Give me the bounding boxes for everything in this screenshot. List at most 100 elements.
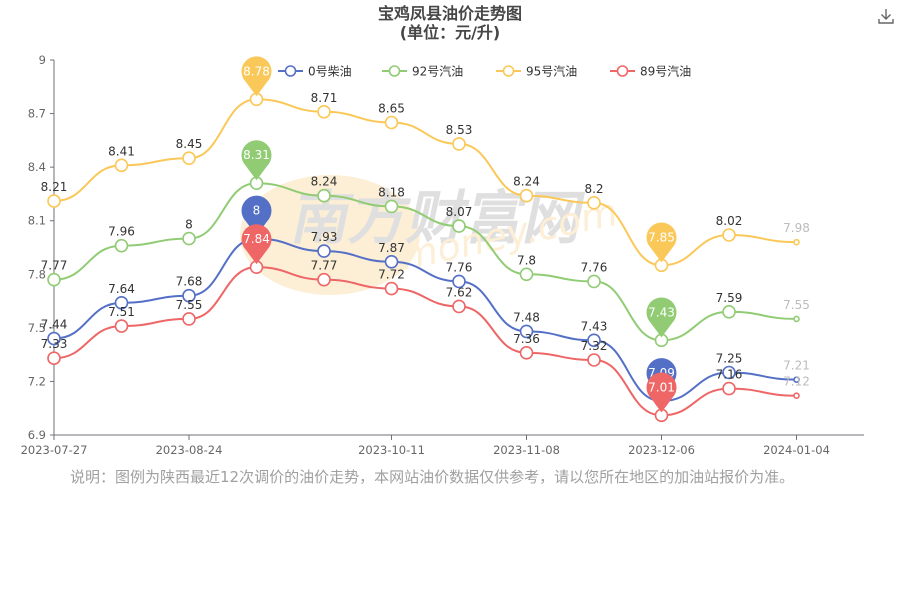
series-layer	[47, 92, 800, 423]
marker-pin-shape	[241, 224, 272, 265]
data-point[interactable]	[722, 365, 736, 380]
data-point[interactable]	[452, 299, 466, 314]
data-point[interactable]	[452, 274, 466, 289]
data-point[interactable]	[114, 158, 129, 173]
data-point[interactable]	[587, 353, 601, 367]
data-point[interactable]	[182, 288, 196, 303]
data-point[interactable]	[384, 254, 399, 269]
data-point[interactable]	[114, 296, 129, 310]
data-point[interactable]	[182, 312, 196, 326]
data-point[interactable]	[317, 244, 331, 258]
data-point[interactable]	[182, 151, 196, 166]
data-label: 8.71	[311, 91, 338, 105]
chart-note: 说明：图例为陕西最近12次调价的油价走势，本网站油价数据仅供参考，请以您所在地区…	[70, 468, 795, 486]
download-icon[interactable]	[876, 6, 896, 26]
data-point[interactable]	[114, 238, 129, 253]
legend-item-1[interactable]: 0号柴油	[278, 65, 352, 79]
marker-pin-label: 7.85	[648, 230, 675, 244]
data-label: 7.55	[176, 298, 203, 312]
data-point[interactable]	[452, 137, 466, 151]
data-label: 8.53	[446, 123, 473, 137]
y-tick-label: 8.4	[28, 160, 46, 174]
marker-pin[interactable]: 7.43	[646, 297, 677, 338]
data-point[interactable]	[384, 281, 399, 296]
marker-pin-label: 8.78	[243, 64, 270, 78]
marker-pin-label: 8.31	[243, 148, 270, 162]
data-label: 8.24	[311, 175, 338, 189]
data-label: 8.02	[716, 214, 743, 228]
data-label: 8.2	[584, 182, 603, 196]
data-point[interactable]	[793, 376, 800, 383]
data-point[interactable]	[384, 115, 399, 130]
marker-pin-shape	[646, 372, 677, 413]
y-tick-label: 7.2	[28, 374, 46, 388]
data-point[interactable]	[519, 188, 534, 203]
data-label: 7.12	[783, 375, 810, 389]
marker-pin[interactable]: 8.78	[241, 56, 272, 97]
data-label: 7.25	[716, 352, 743, 366]
y-tick-label: 9	[39, 53, 46, 67]
marker-pin-label: 7.43	[648, 305, 675, 319]
data-label: 7.33	[41, 337, 68, 351]
x-tick-label: 2023-12-06	[628, 443, 695, 457]
y-tick-label: 7.8	[28, 267, 46, 281]
data-point[interactable]	[47, 194, 61, 208]
data-point[interactable]	[793, 315, 800, 323]
data-point[interactable]	[519, 346, 534, 360]
legend-item-3[interactable]: 95号汽油	[496, 64, 577, 79]
data-point[interactable]	[47, 272, 61, 287]
data-point[interactable]	[182, 231, 196, 246]
x-tick-label: 2023-08-24	[156, 443, 223, 457]
marker-pin-shape	[646, 297, 677, 338]
data-point[interactable]	[47, 331, 61, 346]
data-label: 7.72	[378, 268, 405, 282]
legend-item-4[interactable]: 89号汽油	[610, 64, 691, 79]
marker-pin[interactable]: 8	[241, 195, 272, 236]
data-point[interactable]	[793, 392, 800, 400]
y-tick-label: 7.5	[28, 321, 46, 335]
data-point[interactable]	[519, 267, 534, 282]
data-label: 7.96	[108, 225, 135, 239]
data-point[interactable]	[317, 188, 331, 203]
data-point[interactable]	[452, 219, 466, 233]
data-point[interactable]	[793, 238, 800, 246]
y-tick-label: 8.7	[28, 107, 46, 121]
data-label: 7.21	[783, 359, 810, 373]
data-point[interactable]	[722, 304, 736, 319]
data-label: 7.68	[176, 275, 203, 289]
chart-title: 宝鸡凤县油价走势图 (单位：元/升)	[0, 4, 900, 42]
marker-pin[interactable]: 7.84	[241, 224, 272, 265]
legend-item-2[interactable]: 92号汽油	[382, 64, 463, 79]
data-label: 7.59	[716, 291, 743, 305]
data-point[interactable]	[587, 333, 601, 348]
marker-pin[interactable]: 8.31	[241, 140, 272, 181]
data-point[interactable]	[47, 351, 61, 366]
data-point[interactable]	[114, 319, 129, 333]
series-4	[47, 260, 800, 423]
legend-marker	[502, 65, 515, 77]
data-point[interactable]	[722, 228, 736, 242]
data-point[interactable]	[587, 274, 601, 289]
data-label: 8.41	[108, 144, 135, 158]
data-point[interactable]	[317, 104, 331, 119]
data-label: 7.43	[581, 319, 608, 333]
data-point[interactable]	[722, 381, 736, 396]
y-tick-label: 8.1	[28, 214, 46, 228]
marker-pin[interactable]: 7.85	[646, 222, 677, 263]
data-point[interactable]	[519, 324, 534, 339]
data-label: 8.65	[378, 102, 405, 116]
marker-pin-label: 7.84	[243, 232, 270, 246]
data-label: 8.21	[41, 180, 68, 194]
data-point[interactable]	[384, 199, 399, 214]
marker-pins: 87.098.317.438.787.857.847.01	[241, 56, 677, 413]
legend-marker	[284, 65, 297, 77]
data-label: 7.77	[41, 259, 68, 273]
marker-pin[interactable]: 7.01	[646, 372, 677, 413]
legend-marker	[388, 65, 401, 77]
data-point[interactable]	[587, 196, 601, 210]
data-point[interactable]	[317, 272, 331, 287]
data-label: 7.76	[446, 260, 473, 274]
chart-title-line1: 宝鸡凤县油价走势图	[377, 4, 522, 23]
data-labels: 7.44 7.64 7.68 7.93 7.87 7.76 7.48 7.43 7.25 7.21…	[41, 91, 810, 389]
